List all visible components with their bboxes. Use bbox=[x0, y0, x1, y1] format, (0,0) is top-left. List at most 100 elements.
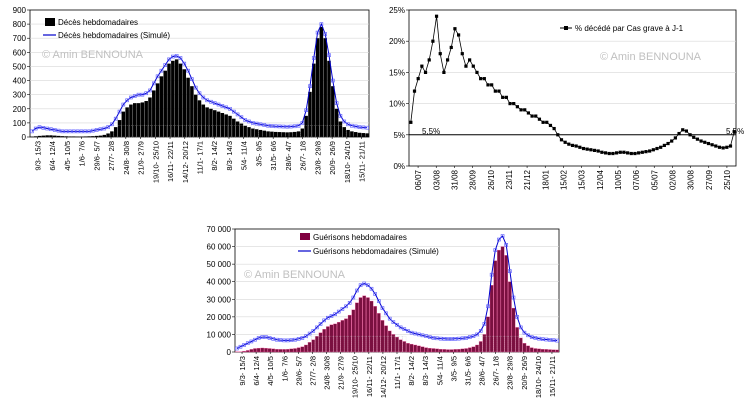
c1-bar bbox=[136, 103, 141, 137]
c3-sim-point bbox=[442, 337, 447, 341]
c2-point bbox=[684, 129, 688, 133]
c3-sim-point bbox=[275, 337, 279, 342]
c3-bar bbox=[387, 330, 392, 353]
c1-sim-point bbox=[174, 54, 179, 58]
c1-sim-point bbox=[113, 116, 118, 121]
c2-point bbox=[541, 120, 545, 124]
c1-bar bbox=[277, 132, 282, 137]
c2-point bbox=[578, 145, 582, 149]
c1-band-cell bbox=[174, 125, 179, 138]
c3-sim-point bbox=[336, 309, 341, 314]
ratio-legend: % décédé par Cas grave à J-1 bbox=[575, 24, 684, 33]
c1-band-cell bbox=[170, 125, 175, 138]
c1-band-cell bbox=[208, 125, 213, 138]
c1-bar bbox=[45, 135, 49, 137]
c1-band-cell bbox=[319, 125, 324, 138]
c3-xtick-label: 15/11- 21/11 bbox=[548, 356, 557, 397]
c1-sim-point bbox=[163, 63, 168, 67]
c3-sim-point bbox=[511, 295, 516, 300]
c3-bar bbox=[420, 346, 425, 353]
c3-sim-point bbox=[427, 335, 432, 339]
c3-bar bbox=[427, 347, 432, 353]
c2-point bbox=[479, 77, 483, 81]
c3-bar bbox=[293, 348, 297, 353]
c1-bar bbox=[72, 136, 76, 137]
c3-xtick-label: 27/7- 2/8 bbox=[308, 356, 317, 386]
c1-sim-point bbox=[327, 53, 331, 57]
c1-sim-point bbox=[37, 125, 42, 129]
c3-ytick-label: 40 000 bbox=[207, 278, 232, 287]
c3-sim-point bbox=[304, 334, 308, 338]
c1-sim-point bbox=[144, 91, 148, 96]
c3-sim-point bbox=[249, 339, 254, 344]
c3-bar bbox=[384, 325, 388, 353]
c3-sim-point bbox=[264, 335, 268, 339]
c1-xtick-label: 4/5- 10/5 bbox=[63, 141, 72, 171]
c1-bar bbox=[212, 110, 217, 137]
c2-ytick-label: 25% bbox=[389, 6, 405, 15]
c1-bar bbox=[262, 130, 267, 137]
ratio-legend-marker bbox=[564, 26, 568, 30]
c3-xtick-label: 4/5- 10/5 bbox=[266, 356, 275, 386]
c1-bar bbox=[292, 131, 297, 137]
c2-xtick-label: 31/08 bbox=[450, 169, 459, 190]
c1-sim-point bbox=[247, 119, 251, 124]
c2-point bbox=[618, 150, 622, 154]
c2-point bbox=[438, 52, 442, 56]
c2-point bbox=[614, 151, 619, 155]
c2-point bbox=[592, 148, 597, 152]
c1-bar bbox=[98, 135, 103, 137]
c3-xtick-label: 5/4- 11/4 bbox=[435, 356, 444, 385]
c3-sim-point bbox=[529, 335, 534, 339]
c1-bar bbox=[327, 60, 331, 137]
c1-bar bbox=[342, 127, 346, 137]
c3-xtick-label: 26/7- 1/8 bbox=[492, 356, 501, 386]
c2-xtick-label: 10/05 bbox=[614, 169, 623, 190]
c1-sim-point bbox=[243, 118, 248, 122]
c3-xtick-label: 21/9- 27/9 bbox=[337, 356, 346, 390]
c3-sim-point bbox=[500, 234, 505, 238]
c1-sim-point bbox=[30, 129, 34, 134]
c3-sim-point bbox=[515, 315, 519, 319]
c1-bar bbox=[247, 127, 251, 137]
c1-bar bbox=[243, 125, 247, 137]
c1-band-cell bbox=[224, 125, 229, 138]
c3-sim-point bbox=[540, 337, 545, 341]
c3-sim-point bbox=[544, 337, 549, 342]
c1-sim-point bbox=[231, 109, 236, 114]
c1-bar bbox=[155, 83, 160, 137]
c1-bar bbox=[338, 121, 343, 137]
recoveries-legend-swatch-bar bbox=[300, 233, 310, 240]
c1-sim-point bbox=[350, 123, 354, 128]
c1-bar bbox=[132, 103, 137, 137]
c1-bar bbox=[53, 135, 57, 137]
c1-sim-point bbox=[201, 95, 206, 100]
c2-point bbox=[655, 146, 659, 151]
c2-point bbox=[681, 128, 685, 132]
c2-point bbox=[563, 140, 567, 144]
c3-bar bbox=[489, 285, 494, 353]
c2-point bbox=[431, 39, 435, 43]
c1-band-cell bbox=[166, 125, 172, 138]
c3-bar bbox=[431, 348, 436, 353]
c1-band-cell bbox=[311, 125, 316, 138]
c3-bar bbox=[551, 349, 556, 353]
c2-xtick-label: 12/04 bbox=[596, 169, 605, 190]
c3-bar bbox=[518, 337, 523, 353]
c2-point bbox=[552, 126, 556, 131]
c2-point bbox=[706, 141, 711, 146]
c3-bar bbox=[417, 345, 421, 353]
c1-bar bbox=[357, 132, 362, 137]
c1-sim-point bbox=[68, 129, 72, 134]
deaths-legend-line: Décès hebdomadaires (Simulé) bbox=[58, 31, 170, 40]
c3-bar bbox=[402, 341, 407, 353]
c1-band-cell bbox=[330, 125, 335, 138]
c3-bar bbox=[355, 302, 359, 353]
c2-point bbox=[449, 45, 453, 50]
c1-sim-point bbox=[132, 94, 137, 98]
c3-sim-point bbox=[256, 336, 261, 340]
c1-xtick-label: 11/1- 17/1 bbox=[196, 141, 205, 174]
c1-ytick-label: 100 bbox=[13, 119, 27, 128]
c2-point bbox=[570, 143, 575, 148]
c3-bar bbox=[336, 321, 341, 353]
